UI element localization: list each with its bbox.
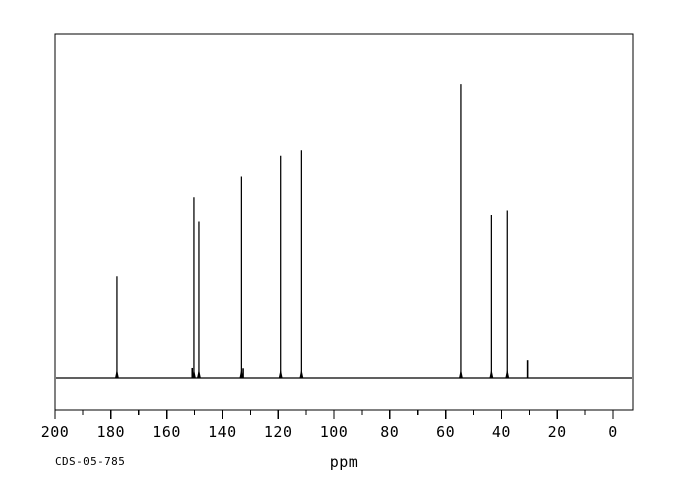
plot-frame xyxy=(54,33,634,411)
peak-foot xyxy=(115,369,119,378)
peak-foot xyxy=(489,369,494,378)
x-tick-label: 20 xyxy=(548,423,567,441)
x-axis-ticks xyxy=(54,410,614,419)
sample-id-label: CDS-05-785 xyxy=(55,455,125,468)
x-tick-label: 160 xyxy=(152,423,181,441)
x-axis-title: ppm xyxy=(330,453,359,471)
peak-foot xyxy=(278,369,283,378)
peak-foot xyxy=(197,369,201,378)
peak-foot xyxy=(299,369,304,378)
peak-series xyxy=(115,84,529,378)
x-tick-label: 80 xyxy=(380,423,399,441)
plot-border xyxy=(54,33,634,411)
x-axis-tick-labels: 200 180 160 140 120 100 80 60 40 20 0 xyxy=(41,423,618,441)
peak-foot xyxy=(192,369,196,378)
x-tick-label: 200 xyxy=(41,423,70,441)
peak-foot xyxy=(459,369,463,378)
x-tick-label: 40 xyxy=(492,423,511,441)
peak-foot xyxy=(505,369,510,378)
x-tick-label: 100 xyxy=(320,423,349,441)
x-tick-label: 120 xyxy=(264,423,293,441)
x-tick-label: 0 xyxy=(608,423,618,441)
x-tick-label: 140 xyxy=(208,423,237,441)
x-tick-label: 60 xyxy=(436,423,455,441)
x-tick-label: 180 xyxy=(97,423,126,441)
